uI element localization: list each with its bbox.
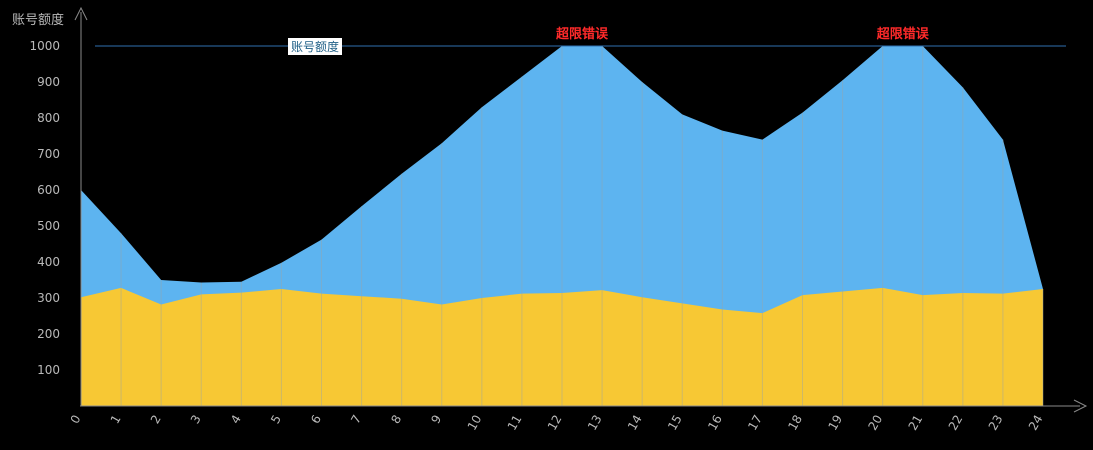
y-tick-labels: 100 200 300 400 500 600 700 800 900 1000 [29, 39, 60, 377]
quota-reference-label-bg [288, 38, 342, 55]
y-tick-label: 700 [37, 147, 60, 161]
y-axis-title: 账号额度 [12, 12, 64, 28]
x-tick-label: 1 [108, 413, 124, 427]
x-tick-label: 20 [865, 413, 885, 433]
area-series-1 [81, 287, 1043, 406]
quota-reference-label: 账号额度 [291, 39, 339, 54]
x-tick-label: 18 [785, 413, 805, 433]
x-tick-label: 16 [705, 413, 725, 433]
x-tick-label: 11 [505, 413, 525, 433]
x-axis-arrow-icon [1073, 399, 1088, 413]
y-tick-label: 100 [37, 363, 60, 377]
y-tick-label: 900 [37, 75, 60, 89]
x-tick-label: 3 [188, 413, 204, 427]
y-tick-label: 400 [37, 255, 60, 269]
over-limit-annotation: 超限错误 [556, 26, 609, 42]
x-tick-label: 0 [68, 413, 84, 427]
reference-line-group: 账号额度 [95, 38, 1066, 55]
x-tick-label: 7 [348, 413, 364, 427]
x-tick-label: 22 [946, 413, 966, 433]
x-tick-label: 6 [308, 413, 324, 427]
x-tick-label: 12 [545, 413, 565, 433]
y-tick-label: 500 [37, 219, 60, 233]
axes [74, 6, 1088, 413]
x-tick-labels: 0 1 2 3 4 5 6 7 8 9 10 11 12 13 14 15 16 17 18 19 20 21 22 23 24 [68, 413, 1046, 433]
x-tick-label: 9 [428, 413, 444, 427]
x-tick-label: 14 [625, 413, 645, 433]
x-tick-label: 24 [1026, 413, 1046, 433]
over-limit-annotation: 超限错误 [877, 26, 930, 42]
y-tick-label: 300 [37, 291, 60, 305]
x-tick-label: 13 [585, 413, 605, 433]
x-tick-label: 17 [745, 413, 765, 433]
annotations: 超限错误 超限错误 [556, 26, 930, 42]
y-tick-label: 600 [37, 183, 60, 197]
area-series-group [81, 46, 1043, 406]
y-axis-arrow-icon [74, 6, 88, 21]
y-tick-label: 1000 [29, 39, 60, 53]
x-tick-label: 21 [906, 413, 926, 433]
x-tick-label: 10 [465, 413, 485, 433]
x-tick-label: 15 [665, 413, 685, 433]
x-tick-label: 8 [388, 413, 404, 427]
x-tick-label: 4 [228, 413, 244, 427]
x-tick-label: 2 [148, 413, 164, 427]
x-tick-label: 23 [986, 413, 1006, 433]
vertical-gridlines [80, 46, 1044, 406]
x-tick-label: 5 [268, 413, 284, 427]
x-tick-label: 19 [825, 413, 845, 433]
y-tick-label: 800 [37, 111, 60, 125]
y-tick-label: 200 [37, 327, 60, 341]
